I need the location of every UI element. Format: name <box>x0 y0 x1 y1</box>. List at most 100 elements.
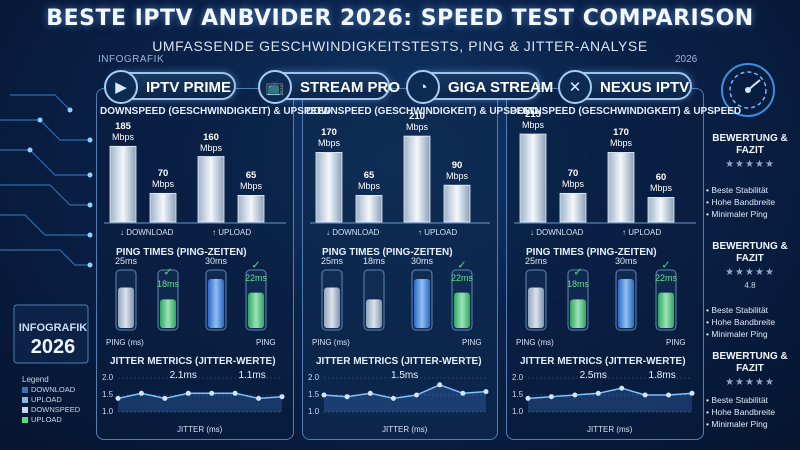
legend-label: UPLOAD <box>31 395 62 404</box>
jitter-tick-label: 2.0 <box>512 373 524 382</box>
legend-title: Legend <box>22 375 49 384</box>
rating-stars: ★★★★★ <box>725 159 775 170</box>
ping-value-label: 25ms <box>320 256 343 266</box>
bar-value-number: 215 <box>525 109 541 121</box>
bar-value-number: 70 <box>157 168 169 180</box>
jitter-point <box>367 390 373 396</box>
play-icon: ▶ <box>104 70 138 104</box>
feature-item: • Minimaler Ping <box>706 329 768 339</box>
ping-fill <box>658 292 674 328</box>
ping-value-label: 25ms <box>524 256 547 266</box>
jitter-tick-label: 1.5 <box>512 390 524 399</box>
feature-label: Hohe Bandbreite <box>711 197 776 207</box>
bar-value-unit: Mbps <box>445 171 468 182</box>
bar-value-number: 70 <box>567 168 579 180</box>
feature-label: Beste Stabilität <box>711 185 769 195</box>
ping-section-title: PING TIMES (PING-ZEITEN) <box>526 247 657 258</box>
bar-value-unit: Mbps <box>239 181 262 192</box>
bar-value-unit: Mbps <box>317 138 340 149</box>
speed-bar <box>559 192 587 223</box>
ping-value-label: 18ms <box>566 279 589 290</box>
speed-bar <box>149 192 177 223</box>
jitter-point <box>138 390 144 396</box>
jitter-value-label: 2.1ms <box>169 370 197 381</box>
ping-fill <box>528 287 544 328</box>
bar-value-number: 170 <box>613 127 629 139</box>
year-tag: 2026 <box>675 54 698 65</box>
jitter-point <box>483 389 489 395</box>
download-axis-label: ↓ DOWNLOAD <box>326 228 380 237</box>
bar-value-label: 210 Mbps <box>395 112 439 133</box>
bar-value-label: 90 Mbps <box>435 161 479 182</box>
bar-value-unit: Mbps <box>199 142 222 153</box>
legend-item-downspeed: DOWNSPEED <box>22 405 80 414</box>
jitter-value-label: 1.1ms <box>238 370 266 381</box>
legend-item-download: DOWNLOAD <box>22 385 75 394</box>
infobox-frame <box>13 304 89 364</box>
feature-label: Minimaler Ping <box>711 209 768 219</box>
bar-value-unit: Mbps <box>357 181 380 192</box>
bar-value-number: 160 <box>203 131 219 143</box>
ping-fill <box>570 299 586 328</box>
jitter-point <box>162 395 168 401</box>
cross-icon: ✕ <box>558 70 592 104</box>
feature-item: • Beste Stabilität <box>706 305 769 315</box>
bar-value-unit: Mbps <box>561 179 584 190</box>
legend-item-upload: UPLOAD <box>22 395 62 404</box>
speed-section-title: DOWNSPEED (GESCHWINDIGKEIT) & UPSPEED <box>510 106 742 117</box>
bar-value-label: 60 Mbps <box>639 173 683 194</box>
ping-fill <box>324 287 340 328</box>
page-title: BESTE IPTV ANBVIDER 2026: SPEED TEST COM… <box>46 6 754 31</box>
bar-value-unit: Mbps <box>111 132 134 143</box>
jitter-tick-label: 1.5 <box>102 390 114 399</box>
ping-axis-label-right: PING <box>462 338 482 347</box>
tv-icon: 📺 <box>258 70 292 104</box>
jitter-value-label: 1.5ms <box>391 370 419 381</box>
upload-axis-label: ↑ UPLOAD <box>418 228 458 237</box>
jitter-point <box>689 390 695 396</box>
bar-value-label: 70 Mbps <box>551 168 595 190</box>
provider-tab-giga-stream[interactable]: ◔ GIGA STREAM <box>406 70 553 104</box>
infografik-tag: INFOGRAFIK <box>98 54 165 65</box>
circuit-line <box>0 184 90 206</box>
feature-item: • Hohe Bandbreite <box>706 197 776 207</box>
speed-section-title: DOWNSPEED (GESCHWINDIGKEIT) & UPSPEED <box>100 106 332 117</box>
circuit-line <box>0 119 90 141</box>
ping-fill <box>208 279 224 328</box>
rating-title: BEWERTUNG & FAZIT <box>712 133 788 156</box>
circuit-node <box>67 107 73 113</box>
provider-name: IPTV PRIME <box>146 79 232 96</box>
circuit-line <box>0 249 90 266</box>
jitter-axis-label: JITTER (ms) <box>177 425 223 434</box>
jitter-point <box>321 392 327 398</box>
provider-tab-stream-pro[interactable]: 📺 STREAM PRO <box>258 70 400 104</box>
jitter-point <box>595 390 601 396</box>
ping-fill <box>454 292 470 328</box>
bar-value-number: 65 <box>363 170 375 182</box>
gauge-hub <box>745 87 751 93</box>
jitter-tick-label: 2.0 <box>308 373 320 382</box>
bar-value-label: 65 Mbps <box>229 171 273 192</box>
chart-panel-svg: ✓ <box>310 135 490 413</box>
feature-label: Minimaler Ping <box>711 419 768 429</box>
ping-section-title: PING TIMES (PING-ZEITEN) <box>116 247 247 258</box>
feature-label: Hohe Bandbreite <box>711 317 776 327</box>
feature-item: • Minimaler Ping <box>706 209 768 219</box>
provider-tab-iptv-prime[interactable]: ▶ IPTV PRIME <box>104 70 236 104</box>
circuit-node <box>87 137 93 143</box>
ping-value-label: 18ms <box>156 279 179 290</box>
speed-bar <box>355 195 383 223</box>
ping-value-label: 18ms <box>362 256 385 266</box>
feature-label: Hohe Bandbreite <box>711 407 776 417</box>
chart-panel-svg: ✓✓ <box>514 133 696 413</box>
provider-tab-nexus-iptv[interactable]: ✕ NEXUS IPTV <box>558 70 692 104</box>
jitter-point <box>209 390 215 396</box>
ping-fill <box>366 299 382 328</box>
jitter-point <box>115 395 121 401</box>
jitter-tick-label: 1.0 <box>102 407 114 416</box>
circuit-node <box>87 202 93 208</box>
circuit-line <box>10 94 71 111</box>
speed-bar <box>519 133 547 223</box>
rating-stars: ★★★★★ <box>725 267 775 278</box>
